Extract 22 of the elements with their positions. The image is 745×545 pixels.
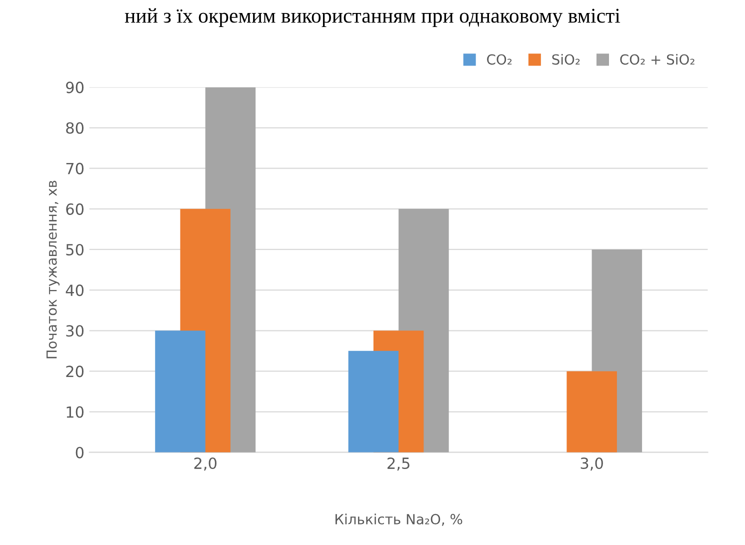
x-axis-title: Кількість Na₂O, % (336, 514, 462, 526)
bar (566, 371, 617, 452)
y-tick-label: 90 (66, 82, 84, 94)
legend-label: SiO₂ (552, 54, 580, 65)
y-tick-label: 40 (66, 284, 84, 296)
y-tick-label: 50 (66, 244, 84, 256)
legend-label: CO₂ (487, 54, 512, 65)
bar (348, 350, 399, 452)
y-tick-label: 10 (66, 406, 84, 418)
legend-label: CO₂ + SiO₂ (620, 54, 694, 65)
y-tick-label: 20 (66, 366, 84, 378)
bar (155, 330, 206, 452)
y-tick-label: 70 (66, 162, 84, 174)
x-tick-label: 2,0 (194, 457, 216, 471)
y-tick-label: 60 (66, 203, 84, 215)
y-tick-label: 0 (76, 446, 84, 458)
y-tick-label: 30 (66, 325, 84, 337)
x-tick-label: 2,5 (388, 457, 410, 471)
text: ний з їх окремим використанням при однаковому вмісті (124, 8, 620, 28)
y-axis-title: Початок тужавлення, хв (46, 180, 60, 358)
x-tick-label: 3,0 (580, 457, 603, 471)
y-tick-label: 80 (66, 122, 84, 134)
